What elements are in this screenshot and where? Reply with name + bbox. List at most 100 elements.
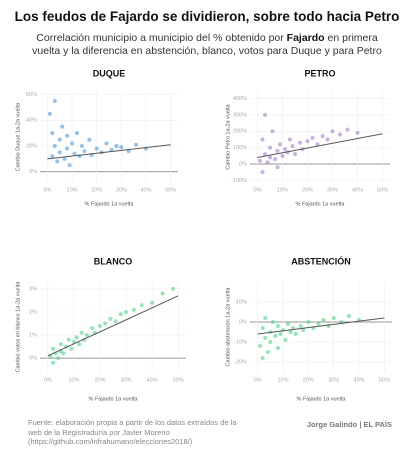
x-tick-label: 40% — [354, 377, 365, 383]
x-tick-label: 20% — [94, 377, 105, 383]
point — [79, 330, 84, 335]
x-tick-label: 10% — [68, 377, 79, 383]
y-tick-label: 0% — [239, 161, 247, 167]
point — [278, 332, 283, 336]
point — [263, 336, 268, 340]
point — [94, 146, 99, 151]
point — [283, 338, 288, 342]
point — [65, 133, 70, 138]
x-tick-label: 30% — [116, 187, 127, 193]
point — [74, 335, 79, 340]
point — [119, 145, 124, 150]
point — [118, 312, 123, 317]
point — [82, 149, 87, 154]
point — [139, 303, 144, 308]
point — [58, 342, 63, 347]
subtitle: Correlación municipio a municipio del % … — [22, 32, 392, 58]
point — [51, 346, 56, 351]
point — [79, 144, 84, 148]
point — [355, 130, 360, 135]
y-tick-label: -20% — [234, 359, 247, 365]
panel-title: DUQUE — [93, 68, 126, 78]
point — [263, 112, 267, 117]
subtitle-text: en primera vuelta y la diferencia en abs… — [32, 32, 382, 57]
point — [293, 152, 297, 157]
x-tick-label: 20% — [303, 377, 314, 383]
x-tick-label: 30% — [121, 377, 132, 383]
source: Fuente: elaboración propia a partir de l… — [28, 418, 237, 446]
point — [338, 132, 342, 137]
point — [103, 321, 108, 326]
y-tick-label: 300% — [233, 112, 247, 118]
point — [260, 356, 265, 360]
point — [286, 322, 291, 326]
point — [67, 163, 72, 168]
point — [124, 310, 129, 314]
x-tick-label: 30% — [327, 187, 338, 193]
point — [52, 144, 57, 148]
x-tick-label: 40% — [147, 377, 158, 383]
point — [280, 153, 285, 158]
x-tick-label: 0% — [43, 187, 51, 193]
point — [346, 314, 351, 318]
trend-line — [257, 133, 383, 158]
point — [321, 318, 326, 322]
y-tick-label: 10% — [236, 299, 247, 305]
x-tick-label: 40% — [352, 187, 363, 193]
point — [275, 346, 280, 350]
point — [278, 142, 282, 147]
point — [275, 324, 280, 328]
trend-line — [47, 144, 171, 160]
point — [290, 144, 295, 148]
point — [345, 127, 350, 132]
subtitle-text: Correlación municipio a municipio del % … — [36, 32, 287, 44]
x-axis-label: % Fajardo 1a vuelta — [85, 201, 135, 207]
point — [57, 150, 62, 155]
point — [60, 124, 65, 129]
y-tick-label: 400% — [233, 96, 247, 102]
point — [69, 346, 74, 351]
point — [90, 326, 95, 331]
point — [87, 137, 92, 142]
point — [84, 333, 89, 338]
point — [109, 147, 114, 152]
y-tick-label: 40% — [26, 118, 37, 124]
point — [270, 129, 275, 134]
point — [50, 154, 55, 159]
y-tick-label: 0% — [239, 319, 247, 325]
point — [270, 320, 275, 324]
point — [301, 328, 306, 332]
x-tick-label: 50% — [379, 377, 390, 383]
panel-title: BLANCO — [94, 256, 133, 266]
x-tick-label: 20% — [302, 187, 313, 193]
trend-line — [257, 317, 385, 335]
point — [160, 291, 165, 296]
point — [65, 146, 70, 151]
point — [70, 141, 75, 146]
x-axis-label: % Fajardo 1a vuelta — [89, 396, 139, 402]
x-tick-label: 40% — [140, 187, 151, 193]
y-tick-label: -10% — [234, 339, 247, 345]
point — [310, 135, 315, 140]
y-tick-label: 20% — [26, 143, 37, 149]
point — [268, 155, 272, 160]
point — [260, 170, 265, 175]
point — [108, 316, 113, 321]
point — [62, 156, 67, 161]
point — [265, 350, 270, 354]
y-tick-label: 100% — [233, 145, 247, 151]
point — [56, 356, 61, 361]
point — [114, 144, 119, 148]
point — [298, 140, 302, 145]
y-tick-label: 2% — [29, 309, 37, 315]
x-tick-label: 0% — [254, 187, 262, 193]
point — [306, 320, 311, 324]
point — [104, 141, 109, 146]
x-axis-label: % Fajardo 1a vuelta — [296, 201, 346, 207]
point — [113, 319, 118, 324]
point — [305, 139, 310, 144]
x-tick-label: 50% — [173, 377, 184, 383]
point — [298, 324, 303, 328]
